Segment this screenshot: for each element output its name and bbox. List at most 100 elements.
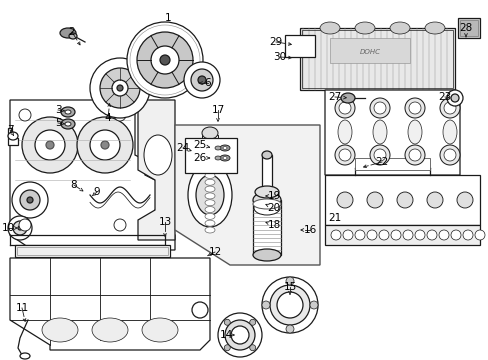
Ellipse shape (60, 28, 76, 38)
Text: 1: 1 (164, 13, 171, 23)
Text: 6: 6 (204, 78, 211, 88)
Bar (329, 38, 409, 63)
Ellipse shape (204, 220, 215, 226)
Ellipse shape (65, 122, 71, 126)
Ellipse shape (462, 230, 472, 240)
Ellipse shape (19, 109, 31, 121)
Ellipse shape (340, 93, 354, 103)
Ellipse shape (112, 80, 128, 96)
Ellipse shape (372, 120, 386, 144)
Ellipse shape (309, 301, 317, 309)
Text: 24: 24 (176, 143, 189, 153)
Ellipse shape (223, 157, 226, 159)
Ellipse shape (378, 230, 388, 240)
Bar (302, 30, 452, 88)
Ellipse shape (215, 146, 221, 150)
Text: 9: 9 (94, 187, 100, 197)
Ellipse shape (204, 179, 215, 185)
Ellipse shape (61, 107, 75, 117)
Ellipse shape (438, 230, 448, 240)
Text: 15: 15 (283, 282, 296, 292)
Ellipse shape (127, 22, 203, 98)
Ellipse shape (204, 213, 215, 219)
Ellipse shape (249, 345, 255, 351)
Ellipse shape (276, 292, 303, 318)
Ellipse shape (342, 230, 352, 240)
Ellipse shape (354, 230, 364, 240)
Text: DOHC: DOHC (359, 49, 380, 55)
Ellipse shape (90, 130, 120, 160)
Ellipse shape (285, 277, 293, 285)
Polygon shape (175, 125, 319, 265)
Ellipse shape (204, 159, 215, 165)
Ellipse shape (334, 98, 354, 118)
Ellipse shape (117, 85, 123, 91)
Ellipse shape (8, 216, 32, 240)
Polygon shape (138, 100, 175, 240)
Ellipse shape (404, 98, 424, 118)
Bar (459, 20, 477, 36)
Ellipse shape (204, 193, 215, 199)
Ellipse shape (262, 151, 271, 159)
Ellipse shape (22, 117, 78, 173)
Text: 8: 8 (71, 180, 77, 190)
Ellipse shape (101, 141, 109, 149)
Ellipse shape (220, 155, 229, 161)
Ellipse shape (69, 33, 77, 39)
Ellipse shape (46, 141, 54, 149)
Ellipse shape (373, 102, 385, 114)
Bar (15, 245, 170, 257)
Ellipse shape (389, 22, 409, 34)
Text: 5: 5 (55, 118, 61, 128)
Ellipse shape (230, 326, 248, 344)
Ellipse shape (183, 62, 220, 98)
Ellipse shape (450, 230, 460, 240)
Ellipse shape (42, 318, 78, 342)
Bar (354, 158, 429, 170)
Ellipse shape (218, 313, 262, 357)
Ellipse shape (354, 22, 374, 34)
Ellipse shape (143, 135, 172, 175)
Text: 13: 13 (158, 217, 171, 227)
Bar (285, 35, 314, 57)
Ellipse shape (204, 166, 215, 172)
Bar (457, 18, 479, 38)
Ellipse shape (254, 186, 279, 198)
Ellipse shape (198, 76, 205, 84)
Text: 26: 26 (193, 153, 206, 163)
Text: 14: 14 (219, 330, 232, 340)
Ellipse shape (92, 318, 128, 342)
Ellipse shape (474, 230, 484, 240)
Ellipse shape (224, 345, 230, 351)
Ellipse shape (142, 318, 178, 342)
Ellipse shape (262, 301, 269, 309)
Ellipse shape (404, 145, 424, 165)
Bar (202, 135, 218, 155)
Ellipse shape (334, 145, 354, 165)
Ellipse shape (204, 207, 215, 212)
Ellipse shape (338, 102, 350, 114)
Ellipse shape (252, 199, 281, 209)
Ellipse shape (20, 353, 30, 359)
Ellipse shape (414, 230, 424, 240)
Ellipse shape (12, 182, 48, 218)
Ellipse shape (27, 197, 33, 203)
Ellipse shape (249, 319, 255, 325)
Ellipse shape (20, 190, 40, 210)
Ellipse shape (204, 200, 215, 206)
Text: 17: 17 (211, 105, 224, 115)
Ellipse shape (373, 149, 385, 161)
Bar (299, 28, 454, 90)
Ellipse shape (151, 46, 179, 74)
Ellipse shape (285, 325, 293, 333)
Ellipse shape (390, 230, 400, 240)
Ellipse shape (100, 68, 140, 108)
Polygon shape (10, 100, 175, 260)
Bar (252, 200, 281, 255)
Ellipse shape (191, 69, 213, 91)
Text: 30: 30 (273, 52, 286, 62)
Ellipse shape (402, 230, 412, 240)
Text: 7: 7 (7, 125, 13, 135)
Ellipse shape (187, 163, 231, 227)
Ellipse shape (337, 120, 351, 144)
